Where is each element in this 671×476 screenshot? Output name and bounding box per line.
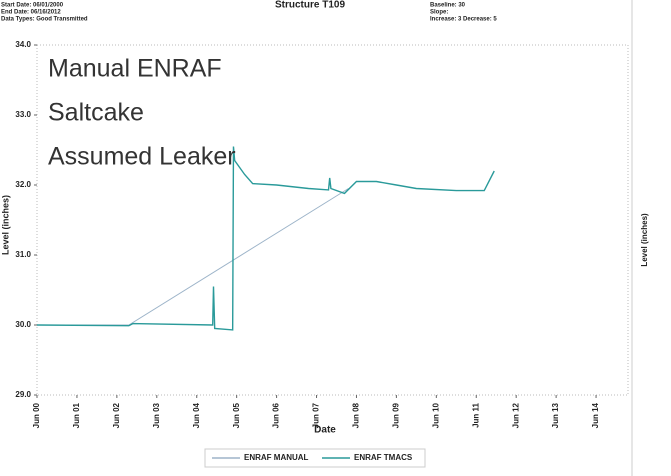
y-tick-label: 32.0 bbox=[15, 180, 31, 189]
header-left-line: End Date: 06/16/2012 bbox=[1, 10, 61, 16]
header-left-line: Start Date: 06/01/2000 bbox=[1, 3, 64, 9]
right-panel-y-label: Level (inches) bbox=[640, 213, 649, 267]
header-right-line: Slope: bbox=[430, 10, 448, 16]
x-tick-label: Jun 09 bbox=[392, 402, 401, 428]
y-axis-label: Level (inches) bbox=[0, 195, 10, 255]
x-tick-label: Jun 14 bbox=[591, 402, 600, 428]
annotation: Assumed Leaker bbox=[48, 143, 236, 171]
x-tick-label: Jun 06 bbox=[272, 402, 281, 428]
annotation: Manual ENRAF bbox=[48, 55, 222, 83]
x-tick-label: Jun 12 bbox=[511, 402, 520, 428]
header-right-line: Increase: 3 Decrease: 5 bbox=[430, 17, 497, 23]
y-tick-label: 34.0 bbox=[15, 40, 31, 49]
series-line bbox=[37, 188, 349, 326]
chart-title: Structure T109 bbox=[275, 0, 345, 11]
header-right-line: Date: 07/08/1996 bbox=[430, 0, 477, 2]
header-right-line: Baseline: 30 bbox=[430, 3, 466, 9]
y-tick-label: 31.0 bbox=[15, 250, 31, 259]
y-tick-label: 33.0 bbox=[15, 110, 31, 119]
x-tick-label: Jun 01 bbox=[72, 402, 81, 428]
y-tick-label: 29.0 bbox=[15, 390, 31, 399]
x-tick-label: Jun 08 bbox=[352, 402, 361, 428]
y-tick-label: 30.0 bbox=[15, 320, 31, 329]
legend-box bbox=[204, 448, 426, 468]
x-tick-label: Jun 00 bbox=[32, 402, 41, 428]
x-tick-label: Jun 11 bbox=[471, 402, 480, 427]
x-tick-label: Jun 13 bbox=[551, 402, 560, 428]
header-left-line: Data Types: Good Transmitted bbox=[1, 17, 88, 23]
x-tick-label: Jun 10 bbox=[431, 402, 440, 428]
x-tick-label: Jun 02 bbox=[112, 402, 121, 428]
header-left-line: Structure: T109 bbox=[1, 0, 46, 2]
annotation: Saltcake bbox=[48, 99, 144, 127]
x-tick-label: Jun 07 bbox=[312, 402, 321, 428]
x-tick-label: Jun 05 bbox=[232, 402, 241, 428]
x-axis-label: Date bbox=[314, 425, 336, 436]
legend-label: ENRAF MANUAL bbox=[244, 453, 309, 462]
legend-label: ENRAF TMACS bbox=[354, 453, 413, 462]
plot-frame bbox=[36, 44, 629, 396]
x-tick-label: Jun 04 bbox=[192, 402, 201, 428]
series-line bbox=[36, 146, 495, 331]
x-tick-label: Jun 03 bbox=[152, 402, 161, 428]
